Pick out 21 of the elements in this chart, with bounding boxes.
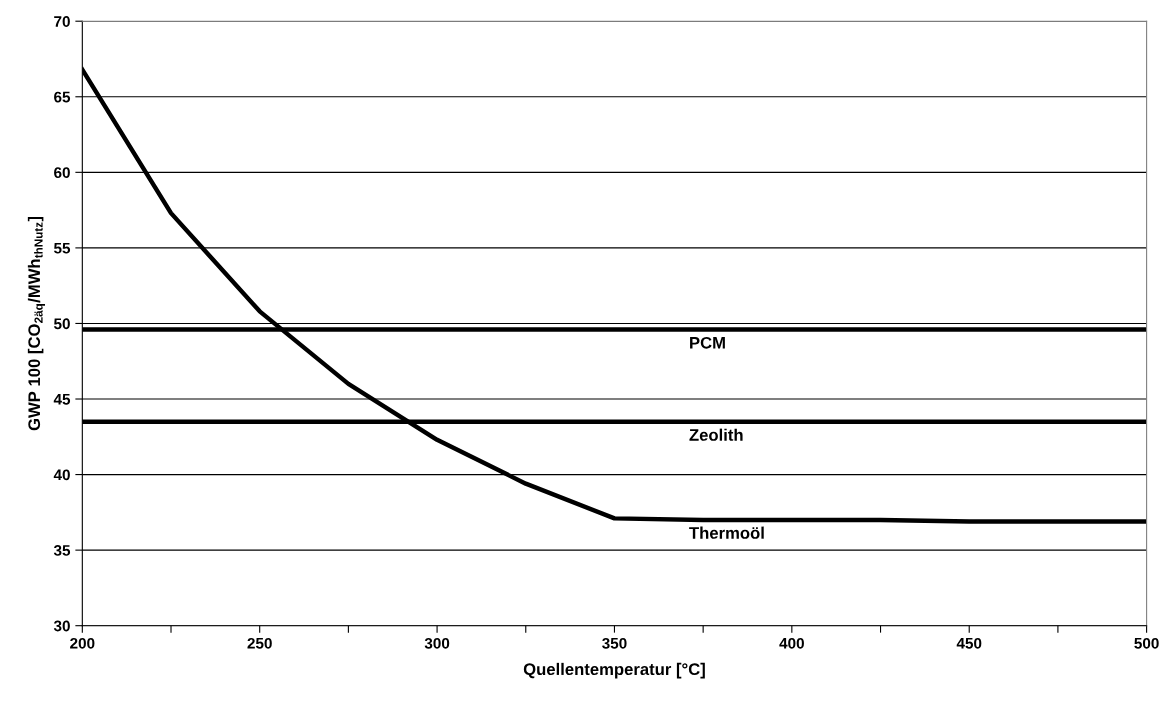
- x-tick-label: 300: [424, 637, 450, 649]
- series-label: PCM: [690, 336, 725, 349]
- series-label: Thermoöl: [689, 526, 764, 539]
- x-tick-label: 400: [779, 637, 804, 649]
- x-tick-label: 450: [956, 637, 982, 649]
- y-tick-label: 65: [54, 91, 71, 103]
- series-label: Zeolith: [689, 428, 743, 441]
- x-tick-label: 500: [1134, 637, 1159, 649]
- y-tick-label: 60: [54, 167, 70, 179]
- x-tick-label: 200: [70, 637, 95, 649]
- x-axis-title: Quellentemperatur [°C]: [523, 662, 705, 679]
- y-tick-label: 70: [54, 16, 70, 27]
- y-axis-title: GWP 100 [CO$_{2äq}$/MWh$_{thNutz}$]: [27, 216, 45, 431]
- y-tick-label: 35: [53, 545, 71, 556]
- y-tick-label: 40: [53, 469, 70, 481]
- x-tick-label: 250: [247, 637, 272, 649]
- y-tick-label: 30: [53, 620, 70, 632]
- y-tick-label: 55: [53, 242, 71, 254]
- x-tick-label: 350: [602, 637, 627, 649]
- y-tick-label: 45: [53, 394, 71, 405]
- y-tick-label: 50: [53, 318, 70, 330]
